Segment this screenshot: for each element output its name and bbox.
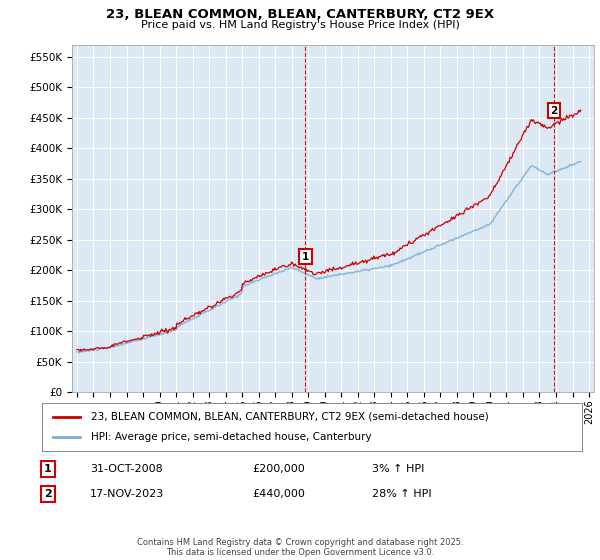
Text: 2: 2 [550,106,557,115]
Text: 3% ↑ HPI: 3% ↑ HPI [372,464,424,474]
Text: £200,000: £200,000 [252,464,305,474]
Text: 1: 1 [302,252,309,262]
Text: 23, BLEAN COMMON, BLEAN, CANTERBURY, CT2 9EX (semi-detached house): 23, BLEAN COMMON, BLEAN, CANTERBURY, CT2… [91,412,488,422]
Text: HPI: Average price, semi-detached house, Canterbury: HPI: Average price, semi-detached house,… [91,432,371,442]
Text: 31-OCT-2008: 31-OCT-2008 [90,464,163,474]
Text: Contains HM Land Registry data © Crown copyright and database right 2025.
This d: Contains HM Land Registry data © Crown c… [137,538,463,557]
Text: 17-NOV-2023: 17-NOV-2023 [90,489,164,499]
Text: £440,000: £440,000 [252,489,305,499]
Text: 23, BLEAN COMMON, BLEAN, CANTERBURY, CT2 9EX: 23, BLEAN COMMON, BLEAN, CANTERBURY, CT2… [106,8,494,21]
Text: 28% ↑ HPI: 28% ↑ HPI [372,489,431,499]
Text: 1: 1 [44,464,52,474]
Text: Price paid vs. HM Land Registry's House Price Index (HPI): Price paid vs. HM Land Registry's House … [140,20,460,30]
Text: 2: 2 [44,489,52,499]
